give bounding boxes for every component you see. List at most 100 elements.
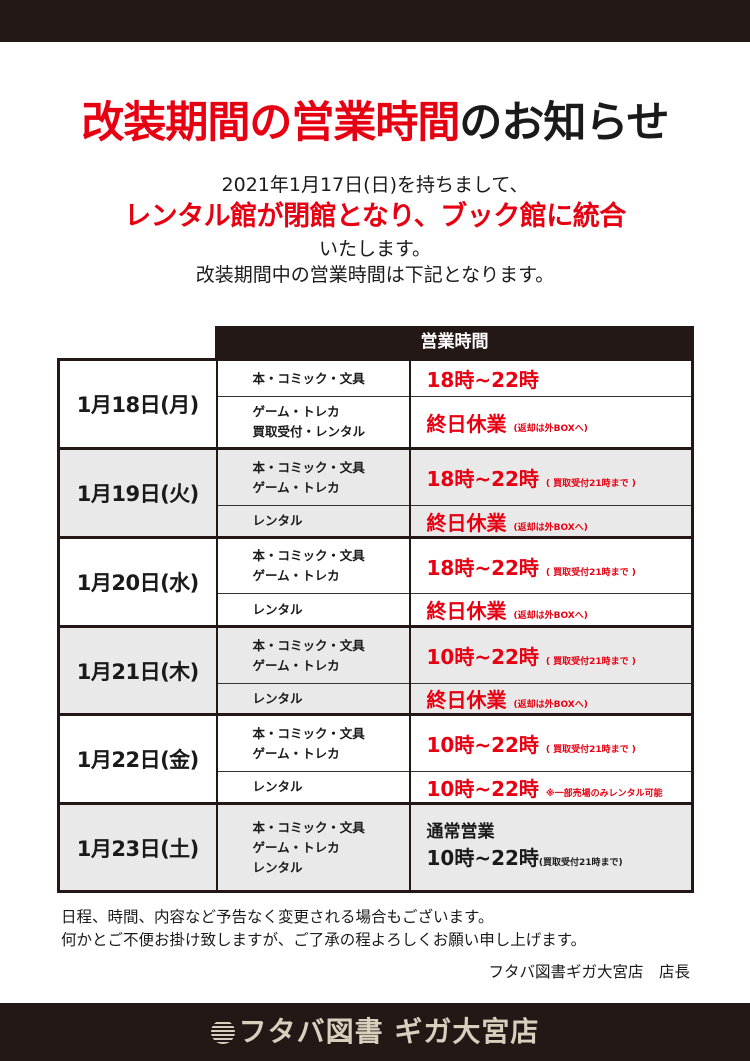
date-label: 1月19日(火) [76, 482, 200, 506]
hours-note: (買取受付21時まで) [538, 858, 623, 868]
category-cell: レンタル [216, 593, 411, 627]
hours-cell: 10時~22時 ※一部売場のみレンタル可能 [409, 771, 693, 804]
hours-cell: 18時~22時 [409, 359, 693, 397]
status-label: 通常営業 [426, 822, 495, 842]
notes: 日程、時間、内容など予告なく変更される場合もございます。 何かとご不便お掛け致し… [61, 906, 586, 952]
note-line: 日程、時間、内容など予告なく変更される場合もございます。 [61, 908, 494, 926]
category-label: 本・コミック・文具 [252, 819, 365, 835]
intro-line: 改装期間中の営業時間は下記となります。 [195, 264, 555, 286]
date-label: 1月21日(木) [76, 659, 200, 684]
category-label: 買取受付・レンタル [252, 424, 366, 439]
hours-cell: 18時~22時 ( 買取受付21時まで ) [409, 536, 693, 594]
category-label: ゲーム・トレカ [252, 479, 340, 495]
category-cell: 本・コミック・文具 ゲーム・トレカ [216, 625, 411, 684]
category-label: ゲーム・トレカ [252, 839, 340, 855]
hours-cell: 終日休業 (返却は外BOXへ) [409, 396, 693, 449]
hours-note: (返却は外BOXへ) [513, 423, 588, 434]
category-cell: 本・コミック・文具 [216, 359, 411, 397]
hours-header: 営業時間 [215, 326, 694, 359]
hours-note: ( 買取受付21時まで ) [545, 479, 636, 489]
category-label: レンタル [252, 779, 303, 794]
date-cell: 1月23日(土) [58, 802, 218, 892]
hours-note: ( 買取受付21時まで ) [545, 567, 636, 578]
date-cell: 1月22日(金) [58, 713, 218, 804]
hours-note: (返却は外BOXへ) [513, 611, 588, 621]
date-cell: 1月19日(火) [58, 447, 218, 538]
hours-label: 終日休業 [426, 599, 507, 623]
table-row: レンタル 終日休業 (返却は外BOXへ) [59, 593, 693, 627]
category-label: ゲーム・トレカ [252, 404, 340, 419]
hours-label: 10時~22時 [426, 776, 539, 801]
date-cell: 1月20日(水) [58, 536, 218, 627]
schedule-table: 1月18日(月) 本・コミック・文具 18時~22時 ゲーム・トレカ 買取受付・レンタ… [57, 358, 694, 893]
hours-cell: 終日休業 (返却は外BOXへ) [409, 683, 693, 715]
date-label: 1月20日(水) [76, 571, 200, 595]
hours-label: 終日休業 [426, 688, 507, 712]
category-label: ゲーム・トレカ [252, 657, 340, 673]
hours-label: 終日休業 [426, 411, 507, 436]
category-label: ゲーム・トレカ [252, 568, 340, 583]
category-cell: 本・コミック・文具 ゲーム・トレカ レンタル [216, 802, 411, 892]
hours-label: 18時~22時 [426, 368, 539, 392]
category-cell: ゲーム・トレカ買取受付・レンタル [216, 396, 411, 449]
category-label: レンタル [252, 513, 303, 528]
intro-line: いたします。 [318, 238, 432, 260]
date-cell: 1月21日(木) [58, 625, 218, 715]
page-title: 改装期間の営業時間のお知らせ [81, 98, 669, 148]
category-cell: 本・コミック・文具 ゲーム・トレカ [216, 713, 411, 772]
hours-note: (返却は外BOXへ) [513, 700, 588, 710]
category-cell: レンタル [216, 683, 411, 715]
hours-cell: 終日休業 (返却は外BOXへ) [409, 505, 693, 538]
hours-cell: 10時~22時 ( 買取受付21時まで ) [409, 713, 693, 772]
intro-line: 2021年1月17日(日)を持ちまして、 [221, 174, 529, 196]
hours-note: (返却は外BOXへ) [513, 522, 588, 533]
category-label: 本・コミック・文具 [252, 370, 365, 386]
hours-label: 18時~22時 [426, 467, 539, 491]
category-cell: レンタル [216, 771, 411, 804]
category-cell: 本・コミック・文具 ゲーム・トレカ [216, 536, 411, 594]
table-row: レンタル 10時~22時 ※一部売場のみレンタル可能 [59, 771, 693, 804]
hours-note: ※一部売場のみレンタル可能 [545, 788, 663, 799]
category-label: 本・コミック・文具 [252, 548, 365, 563]
hours-label: 終日休業 [426, 510, 507, 535]
category-label: レンタル [252, 859, 303, 875]
top-bar [0, 0, 750, 42]
signature: フタバ図書ギガ大宮店 店長 [488, 963, 690, 981]
note-line: 何かとご不便お掛け致しますが、ご了承の程よろしくお願い申し上げます。 [61, 931, 587, 949]
table-row: 1月19日(火) 本・コミック・文具 ゲーム・トレカ 18時~22時 ( 買取受付21… [58, 447, 693, 538]
category-label: 本・コミック・文具 [252, 725, 365, 741]
table-row: レンタル 終日休業 (返却は外BOXへ) [59, 683, 693, 715]
table-row: 1月20日(水) 本・コミック・文具 ゲーム・トレカ 18時~22時 ( 買取受付21… [58, 536, 693, 627]
intro: 2021年1月17日(日)を持ちまして、 レンタル館が閉館となり、ブック館に統合… [0, 172, 750, 288]
table-row: ゲーム・トレカ 買取受付・レンタル 終日休業 (返却は外BOXへ) [59, 396, 693, 449]
footer-logo: フタバ図書 ギガ大宮店 [0, 1003, 750, 1061]
hours-label: 10時~22時 [426, 645, 539, 669]
date-label: 1月22日(金) [76, 748, 200, 772]
futaba-logo-icon [210, 1020, 235, 1044]
table-row: レンタル 終日休業 (返却は外BOXへ) [59, 505, 693, 538]
category-label: ゲーム・トレカ [252, 745, 340, 761]
hours-cell: 終日休業 (返却は外BOXへ) [409, 593, 693, 627]
table-row: 1月23日(土) 本・コミック・文具 ゲーム・トレカ レンタル 通常営業 10時~22時(… [58, 802, 693, 892]
table-row: 1月22日(金) 本・コミック・文具 ゲーム・トレカ 10時~22時 ( 買取受付21… [58, 713, 693, 804]
category-cell: 本・コミック・文具 ゲーム・トレカ [216, 447, 411, 506]
category-label: 本・コミック・文具 [252, 637, 365, 653]
table-row: 1月21日(木) 本・コミック・文具 ゲーム・トレカ 10時~22時 ( 買取受付21… [58, 625, 693, 715]
intro-headline: レンタル館が閉館となり、ブック館に統合 [124, 201, 626, 232]
category-label: レンタル [252, 601, 303, 617]
hours-label: 18時~22時 [426, 555, 539, 580]
hours-label: 10時~22時 [426, 846, 539, 870]
date-cell: 1月18日(月) [58, 359, 218, 449]
category-label: レンタル [252, 690, 303, 706]
category-cell: レンタル [216, 505, 411, 538]
date-label: 1月18日(月) [76, 393, 200, 417]
date-label: 1月23日(土) [76, 836, 200, 861]
hours-note: ( 買取受付21時まで ) [545, 657, 636, 667]
hours-cell: 通常営業 10時~22時(買取受付21時まで) [409, 802, 693, 892]
hours-cell: 10時~22時 ( 買取受付21時まで ) [409, 625, 693, 684]
category-label: 本・コミック・文具 [252, 459, 365, 475]
hours-note: ( 買取受付21時まで ) [545, 745, 636, 755]
hours-label: 10時~22時 [426, 733, 539, 757]
hours-cell: 18時~22時 ( 買取受付21時まで ) [409, 447, 693, 506]
table-row: 1月18日(月) 本・コミック・文具 18時~22時 [58, 359, 693, 449]
